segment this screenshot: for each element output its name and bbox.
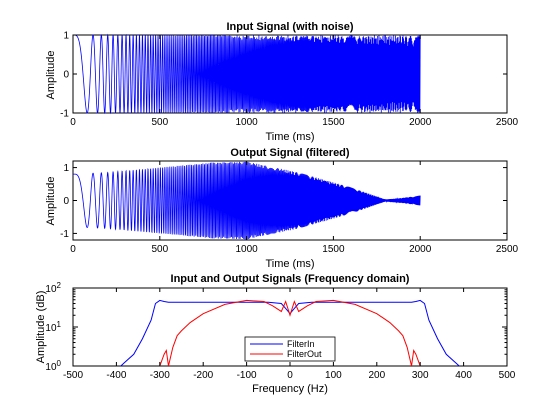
y-tick-label: 0 bbox=[63, 70, 69, 81]
y-tick-label: 1 bbox=[63, 163, 69, 174]
x-tick-label: 200 bbox=[368, 370, 385, 381]
y-tick-label: -1 bbox=[60, 229, 69, 240]
x-tick-label: 500 bbox=[499, 370, 516, 381]
x-tick-label: 1000 bbox=[235, 117, 258, 128]
plot-area: 0 500 1000 1500 2000 2500-101 bbox=[60, 31, 518, 129]
y-tick-label: 0 bbox=[63, 196, 69, 207]
y-tick-label: -1 bbox=[60, 109, 69, 120]
x-tick-label: 1500 bbox=[322, 244, 345, 255]
y-axis-label: Amplitude bbox=[45, 51, 57, 100]
x-tick-label: -100 bbox=[237, 370, 257, 381]
x-tick-label: 500 bbox=[151, 117, 168, 128]
subplot-input-signal: Input Signal (with noise) 0 500 1000 1500 20… bbox=[45, 21, 519, 143]
x-tick-label: 500 bbox=[151, 244, 168, 255]
x-tick-label: 0 bbox=[287, 370, 293, 381]
subplot-output-signal: Output Signal (filtered) 0 500 1000 1500 200… bbox=[45, 147, 519, 270]
x-tick-label: -200 bbox=[193, 370, 213, 381]
x-tick-label: 300 bbox=[412, 370, 429, 381]
x-axis-label: Time (ms) bbox=[265, 258, 314, 270]
legend-entry-filterout: FilterOut bbox=[287, 349, 322, 359]
x-tick-label: -300 bbox=[150, 370, 170, 381]
x-tick-label: 400 bbox=[455, 370, 472, 381]
plot-area: -500 -400 -300 -200 -100 0 100 200 300 400 5001001… bbox=[45, 281, 515, 381]
x-tick-label: 2500 bbox=[496, 244, 519, 255]
y-tick-label: 1 bbox=[63, 31, 69, 42]
chart-title: Output Signal (filtered) bbox=[230, 147, 349, 159]
x-tick-label: 2500 bbox=[496, 117, 519, 128]
y-axis-label: Amplitude (dB) bbox=[35, 291, 47, 364]
x-tick-label: -500 bbox=[63, 370, 83, 381]
x-tick-label: 2000 bbox=[409, 117, 432, 128]
plot-area: 0 500 1000 1500 2000 2500-101 bbox=[60, 160, 519, 255]
chart-title: Input and Output Signals (Frequency doma… bbox=[171, 273, 410, 285]
x-tick-label: 1000 bbox=[235, 244, 258, 255]
x-tick-label: 0 bbox=[70, 117, 76, 128]
y-axis-label: Amplitude bbox=[45, 177, 57, 226]
x-tick-label: 0 bbox=[70, 244, 76, 255]
x-tick-label: 2000 bbox=[409, 244, 432, 255]
x-tick-label: -400 bbox=[106, 370, 126, 381]
legend-box bbox=[244, 336, 336, 362]
x-axis-label: Time (ms) bbox=[265, 131, 314, 143]
x-tick-label: 1500 bbox=[322, 117, 345, 128]
series-line-filterout bbox=[159, 299, 421, 366]
x-tick-label: 100 bbox=[325, 370, 342, 381]
legend-entry-filterin: FilterIn bbox=[287, 339, 315, 349]
subplot-frequency-domain: Input and Output Signals (Frequency doma… bbox=[35, 273, 516, 395]
chart-title: Input Signal (with noise) bbox=[226, 21, 353, 33]
x-axis-label: Frequency (Hz) bbox=[252, 383, 328, 395]
